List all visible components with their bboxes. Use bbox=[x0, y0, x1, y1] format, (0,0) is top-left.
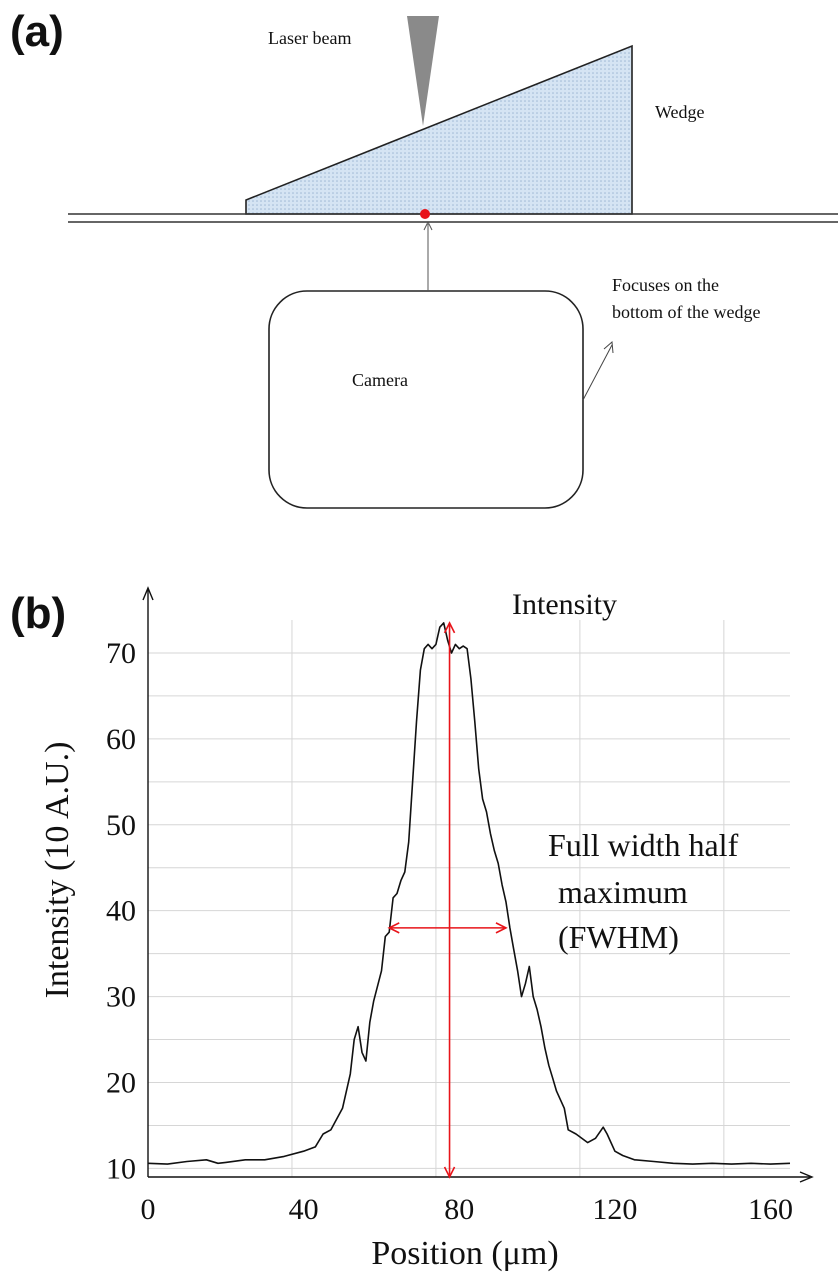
x-tick-label: 40 bbox=[289, 1193, 319, 1226]
grid-lines bbox=[147, 620, 790, 1177]
fwhm-annotations bbox=[387, 621, 508, 1179]
x-axis-title: Position (μm) bbox=[371, 1235, 558, 1272]
y-tick-label: 30 bbox=[106, 981, 136, 1014]
x-axis-arrowhead bbox=[799, 1171, 814, 1183]
tick-labels: 0 40 80 120 160 10 20 30 40 50 60 70 bbox=[106, 637, 793, 1226]
sightline-arrowhead bbox=[423, 220, 433, 231]
x-tick-label: 160 bbox=[748, 1193, 793, 1226]
fwhm-label-line1: Full width half bbox=[548, 827, 739, 863]
focus-note-pointer bbox=[582, 344, 613, 401]
panel-b-chart: (b) 0 40 80 120 160 10 20 30 40 50 60 70 Intensity … bbox=[10, 586, 814, 1272]
fwhm-label-line3: (FWHM) bbox=[558, 919, 679, 955]
focus-note-line1: Focuses on the bbox=[612, 275, 719, 295]
y-axis-arrowhead bbox=[142, 586, 154, 601]
focus-note-arrowhead bbox=[603, 340, 614, 354]
peak-arrowhead-bottom bbox=[443, 1166, 456, 1179]
intensity-series bbox=[147, 622, 791, 1165]
camera-box bbox=[268, 290, 584, 509]
focus-note-line2: bottom of the wedge bbox=[612, 302, 760, 322]
panel-b-label: (b) bbox=[10, 589, 66, 638]
panel-a-schematic: (a) Laser beam Wedge Camera Focuses on t… bbox=[10, 7, 838, 509]
fwhm-arrowhead-left bbox=[387, 922, 400, 934]
y-tick-label: 20 bbox=[106, 1067, 136, 1100]
panel-a-label: (a) bbox=[10, 7, 64, 56]
fwhm-arrowhead-right bbox=[495, 922, 508, 934]
y-tick-label: 60 bbox=[106, 723, 136, 756]
fwhm-label-line2: maximum bbox=[558, 874, 688, 910]
intensity-line bbox=[147, 622, 791, 1165]
x-tick-label: 0 bbox=[141, 1193, 156, 1226]
wedge-shape bbox=[245, 44, 633, 215]
y-tick-label: 70 bbox=[106, 637, 136, 670]
y-tick-label: 50 bbox=[106, 809, 136, 842]
x-tick-label: 120 bbox=[592, 1193, 637, 1226]
laser-beam-cone bbox=[407, 16, 439, 126]
camera-label: Camera bbox=[352, 370, 408, 390]
chart-title: Intensity bbox=[512, 588, 617, 621]
y-axis-title: Intensity (10 A.U.) bbox=[39, 742, 76, 999]
y-tick-label: 40 bbox=[106, 895, 136, 928]
x-tick-label: 80 bbox=[444, 1193, 474, 1226]
peak-arrowhead-top bbox=[443, 621, 456, 634]
laser-beam-label: Laser beam bbox=[268, 28, 351, 48]
wedge-label: Wedge bbox=[655, 102, 705, 122]
axes bbox=[142, 586, 814, 1183]
focus-point bbox=[420, 209, 430, 219]
y-tick-label: 10 bbox=[106, 1152, 136, 1185]
